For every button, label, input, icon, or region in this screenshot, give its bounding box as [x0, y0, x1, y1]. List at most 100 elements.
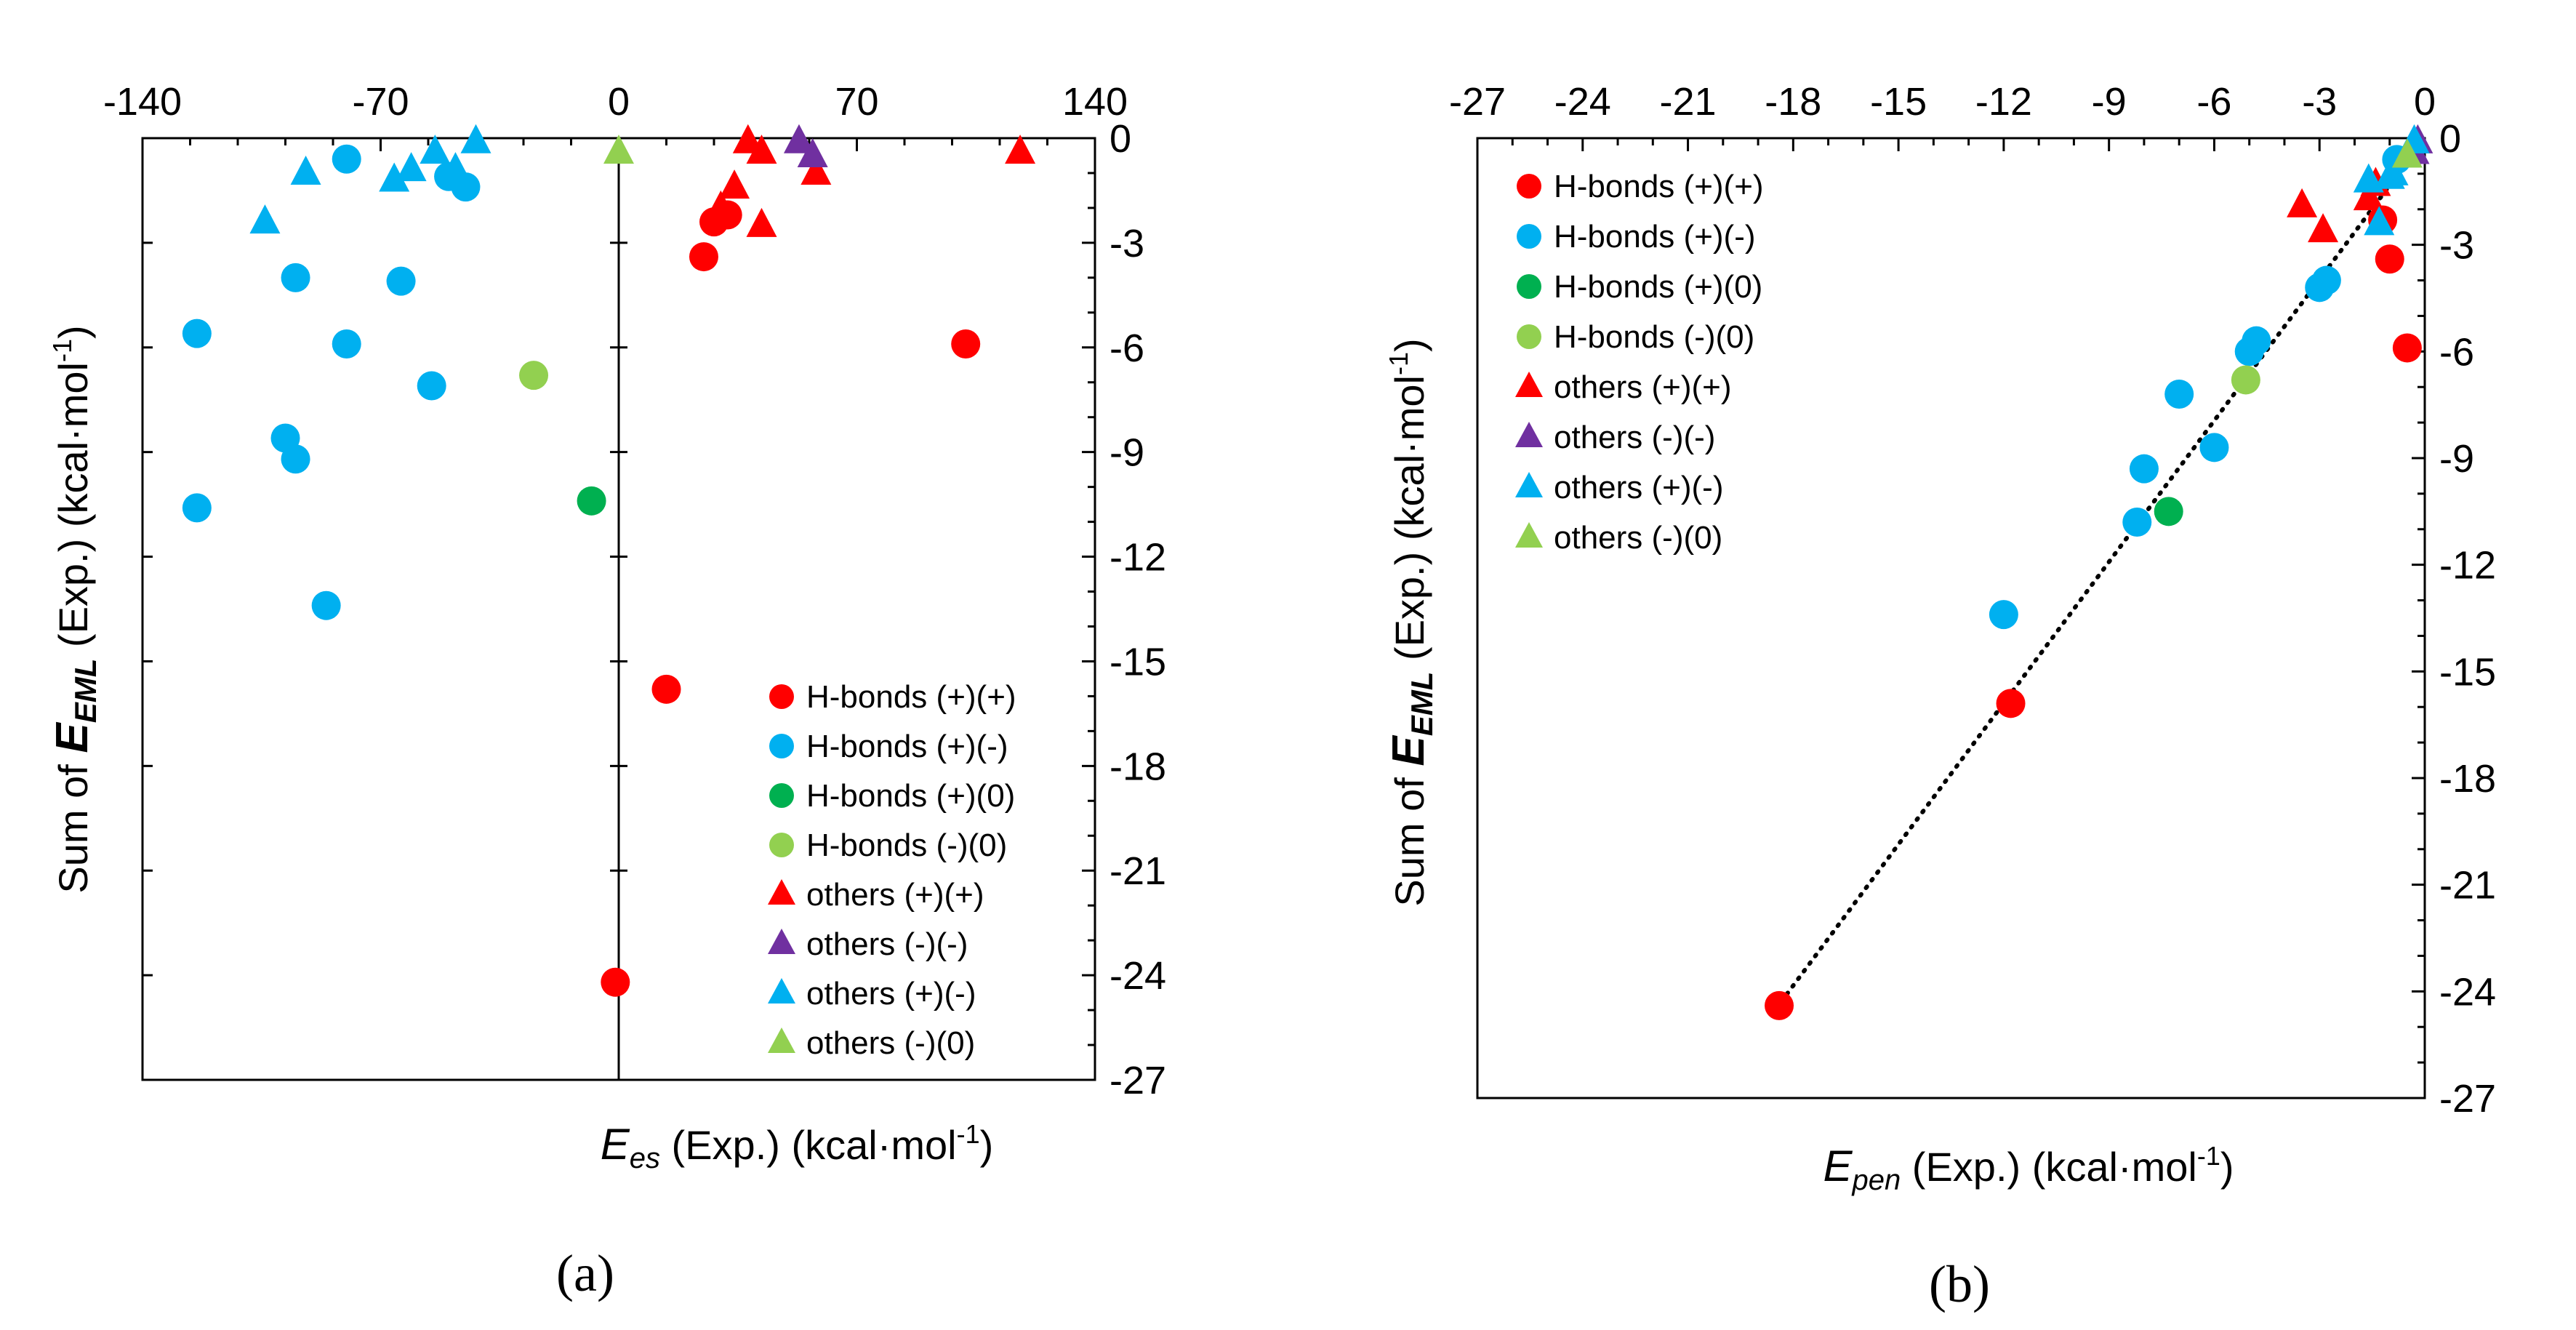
- y-axis-title: Sum of EEML (Exp.) (kcal·mol-1): [47, 325, 103, 893]
- panel-a: -140 -70 0 70 1400-3-6-9-12-15-18-21-24-27H-…: [47, 80, 1166, 1302]
- data-point-circle: [2164, 380, 2194, 409]
- x-tick-label: -24: [1554, 80, 1611, 124]
- y-tick-label: -21: [2439, 864, 2496, 908]
- data-point-triangle: [797, 137, 828, 167]
- x-title-sub: es: [630, 1142, 660, 1174]
- legend-label: H-bonds (+)(0): [806, 778, 1015, 814]
- y-tick-label: -3: [1110, 222, 1144, 265]
- y-title-rest: (Exp.) (kcal·mol: [50, 362, 96, 659]
- data-point-triangle: [2287, 188, 2318, 217]
- data-point-circle: [2129, 454, 2159, 484]
- x-axis-title: Epen (Exp.) (kcal·mol-1): [1823, 1141, 2234, 1196]
- y-axis-title: Sum of EEML (Exp.) (kcal·mol-1): [1384, 338, 1439, 906]
- y-tick-label: -12: [2439, 544, 2496, 588]
- data-point-triangle: [460, 124, 491, 153]
- legend-marker: [769, 734, 794, 758]
- x-tick-label: -15: [1870, 80, 1927, 124]
- y-tick-label: -6: [2439, 330, 2474, 374]
- legend-marker: [1517, 224, 1541, 249]
- x-tick-label: -9: [2092, 80, 2127, 124]
- data-point-circle: [1989, 600, 2018, 630]
- data-point-circle: [951, 329, 981, 358]
- y-title-rest: (Exp.) (kcal·mol: [1387, 375, 1432, 672]
- x-title-sup: -1: [957, 1119, 980, 1149]
- y-tick-label: 0: [1110, 117, 1131, 161]
- data-point-circle: [577, 486, 606, 516]
- data-point-circle: [2234, 337, 2264, 366]
- data-point-triangle: [440, 152, 471, 182]
- y-tick-label: -24: [1110, 954, 1166, 998]
- legend-label: others (+)(-): [1554, 470, 1723, 505]
- legend-label: others (-)(0): [806, 1025, 975, 1061]
- legend-marker: [768, 1027, 795, 1053]
- legend-marker: [1515, 522, 1543, 548]
- x-title-end: ): [2220, 1144, 2234, 1190]
- legend-label: H-bonds (-)(0): [806, 828, 1007, 863]
- data-point-circle: [1996, 689, 2026, 718]
- y-tick-label: -18: [2439, 757, 2496, 801]
- x-tick-label: 70: [835, 80, 878, 124]
- data-point-triangle: [732, 124, 763, 153]
- x-tick-label: -18: [1765, 80, 1821, 124]
- legend-label: others (-)(0): [1554, 520, 1722, 556]
- data-point-triangle: [2308, 213, 2339, 243]
- legend-label: others (+)(+): [1554, 369, 1732, 405]
- data-point-triangle: [379, 162, 410, 192]
- data-point-triangle: [783, 124, 814, 153]
- data-point-triangle: [249, 204, 281, 234]
- y-tick-label: -12: [1110, 536, 1166, 580]
- x-title-var: E: [1823, 1142, 1853, 1190]
- x-tick-label: 140: [1062, 80, 1128, 124]
- panel-b: -27 -24 -21 -18 -15 -12 -9 -6 -3 00 -3 -6 -9 -12 -15 -1…: [1384, 80, 2496, 1313]
- legend-marker: [1515, 472, 1543, 497]
- y-tick-label: -15: [2439, 650, 2496, 694]
- x-title-end: ): [980, 1122, 994, 1168]
- x-tick-label: -6: [2196, 80, 2231, 124]
- data-point-circle: [2375, 244, 2404, 274]
- y-tick-label: -21: [1110, 849, 1166, 893]
- legend-marker: [1515, 372, 1543, 397]
- data-point-triangle: [746, 207, 777, 237]
- legend-marker: [769, 783, 794, 808]
- data-point-triangle: [746, 135, 777, 164]
- y-title-sub: EML: [1405, 672, 1439, 737]
- legend-marker: [1517, 324, 1541, 349]
- x-title-var: E: [601, 1120, 630, 1169]
- data-point-circle: [2231, 365, 2260, 395]
- y-tick-label: -18: [1110, 745, 1166, 788]
- data-point-triangle: [290, 155, 321, 185]
- data-point-circle: [2392, 333, 2422, 363]
- data-point-triangle: [801, 155, 832, 185]
- data-point-circle: [601, 967, 630, 997]
- y-title-var: E: [47, 722, 97, 753]
- x-axis-title: Ees (Exp.) (kcal·mol-1): [601, 1119, 994, 1174]
- legend-marker: [1517, 174, 1541, 199]
- y-tick-label: 0: [2439, 117, 2461, 161]
- data-point-circle: [182, 319, 212, 348]
- data-point-circle: [689, 242, 718, 272]
- data-point-triangle: [396, 152, 427, 182]
- data-point-triangle: [2391, 138, 2423, 168]
- y-title-end: ): [50, 325, 96, 339]
- legend-marker: [1515, 422, 1543, 447]
- data-point-circle: [182, 493, 212, 523]
- x-title-text: (Exp.) (kcal·mol: [1901, 1144, 2197, 1190]
- y-tick-label: -27: [1110, 1059, 1166, 1102]
- y-title-sub: EML: [68, 659, 103, 724]
- y-title-sup: -1: [1384, 352, 1413, 375]
- x-tick-label: -140: [103, 80, 182, 124]
- legend-marker: [769, 684, 794, 709]
- data-point-circle: [417, 371, 446, 401]
- y-tick-label: -27: [2439, 1077, 2496, 1121]
- x-tick-label: -70: [352, 80, 409, 124]
- plot-frame: [1476, 137, 2426, 1099]
- data-point-circle: [281, 444, 310, 474]
- x-tick-label: -27: [1449, 80, 1506, 124]
- data-point-circle: [386, 266, 416, 296]
- data-point-triangle: [2353, 163, 2384, 193]
- legend-label: H-bonds (-)(0): [1554, 319, 1754, 355]
- panel-label: (a): [556, 1244, 614, 1302]
- data-point-circle: [651, 674, 681, 704]
- fit-line: [1773, 136, 2427, 1011]
